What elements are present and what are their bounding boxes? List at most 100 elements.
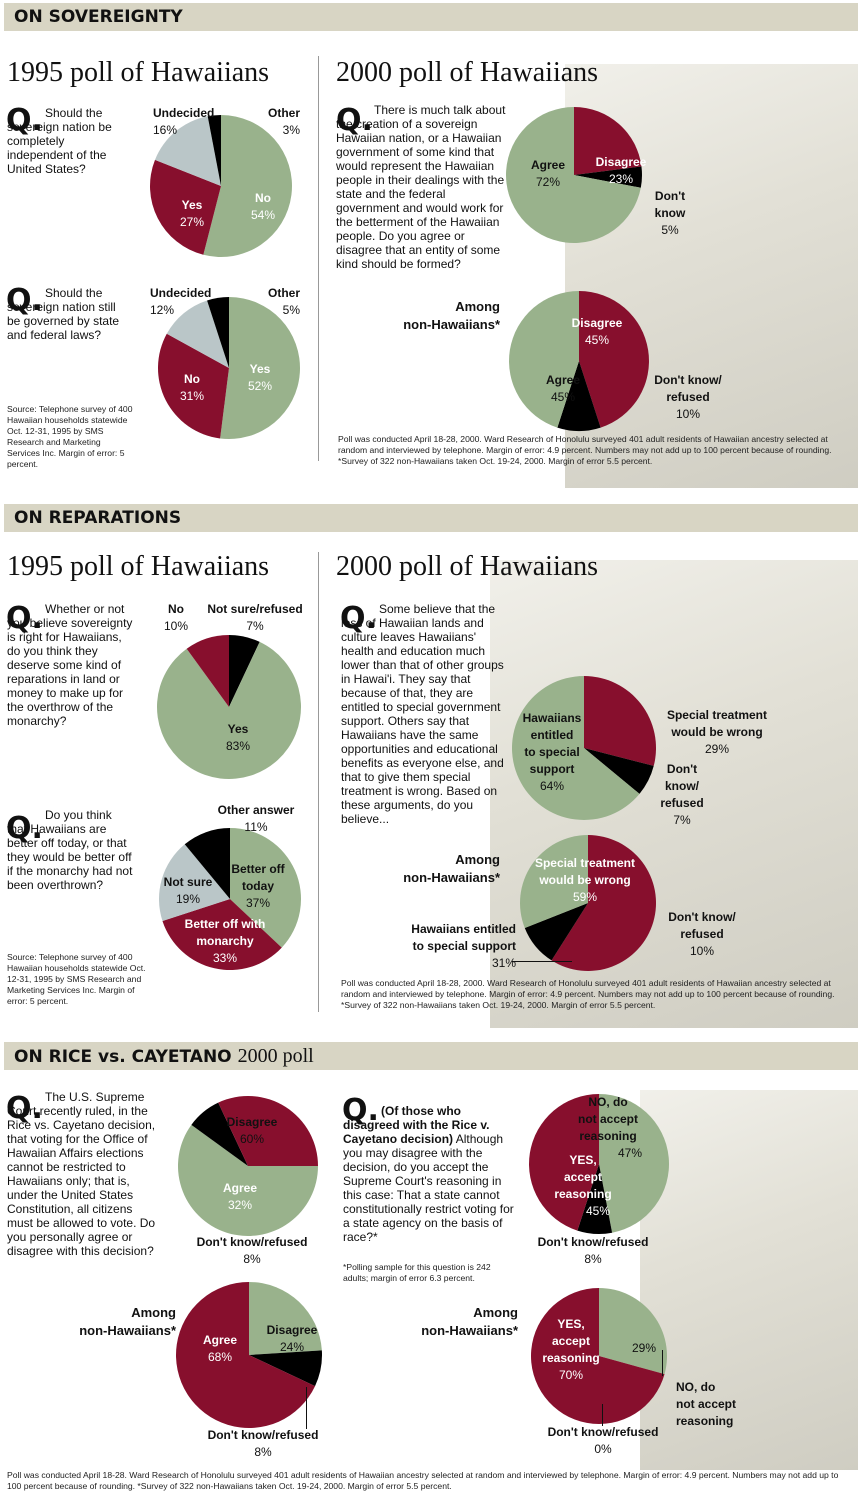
pie-slice-yes: [220, 297, 300, 439]
pie-label: 29%: [631, 1341, 657, 1355]
pie-slice-don-t-know: [574, 166, 642, 188]
pie-chart: [157, 296, 301, 440]
pie-slice-special-treatment-would-be-wrong: [551, 835, 657, 971]
pie-slice-no: [186, 635, 229, 707]
pie-slice-don-t-know-refused: [584, 748, 654, 794]
pie-chart: [508, 290, 650, 432]
pie-label: Agree 45%: [545, 373, 580, 404]
pie-slice-don-t-know-refused: [557, 361, 601, 431]
pie-label: Agree 32%: [222, 1181, 257, 1212]
pie-slice-yes-accept-reasoning: [529, 1094, 599, 1231]
pie-chart: [511, 675, 657, 821]
pie-label: Don't know/refused 8%: [537, 1235, 649, 1266]
question-body: Although you may disagree with the decis…: [343, 1132, 514, 1244]
q-mark: Q.: [342, 1093, 379, 1128]
pie-label: Not sure 19%: [163, 875, 213, 906]
pie-label: No 54%: [250, 191, 276, 222]
question-lead: (Of those who disagreed with the Rice v.…: [343, 1104, 490, 1146]
pie-slice-better-off-today: [230, 828, 302, 948]
pie-svg: [158, 828, 302, 971]
pie-label: No 31%: [179, 372, 205, 403]
source-note: Source: Telephone survey of 400 Hawaiian…: [7, 404, 133, 469]
pie-label: Don't know/refused 8%: [207, 1428, 319, 1459]
pie-slice-agree: [509, 291, 579, 428]
pie-chart: [505, 106, 643, 244]
pie-svg: [529, 1094, 670, 1234]
question-text: Should the sovereign nation be completel…: [7, 106, 112, 176]
pie-label: Yes 27%: [179, 198, 205, 229]
pie-label: Better off today 37%: [231, 862, 285, 910]
pie-label: Don't know/refused 10%: [654, 373, 722, 421]
pie-chart: [175, 1281, 323, 1429]
pie-label: Disagree 60%: [226, 1115, 278, 1146]
pie-slice-undecided: [154, 116, 221, 186]
pie-slice-don-t-know-refused: [249, 1350, 323, 1387]
pie-svg: [175, 1282, 323, 1428]
pie-label: Don't know/refused 8%: [196, 1235, 308, 1266]
pie-label: Yes 52%: [247, 362, 273, 393]
q-mark: Q.: [6, 601, 43, 636]
pie-slice-agree: [175, 1282, 316, 1428]
pie-svg: [157, 635, 302, 779]
pie-label: Agree 68%: [202, 1333, 237, 1364]
pie-slice-yes: [157, 641, 302, 779]
pie-chart: [519, 834, 657, 972]
pie-svg: [511, 676, 657, 820]
q-mark: Q.: [336, 103, 373, 138]
pie-label: Don't know/refused 10%: [668, 910, 736, 958]
question-text: There is much talk about the creation of…: [336, 103, 506, 271]
pie-slice-agree: [218, 1096, 318, 1166]
pie-slice-yes: [150, 159, 221, 255]
heading-1995: 1995 poll of Hawaiians: [7, 551, 270, 582]
question-text: Some believe that the loss of Hawaiian l…: [341, 602, 504, 826]
pie-slice-disagree: [249, 1282, 322, 1355]
pie-slice-no: [158, 333, 229, 439]
pie-label: Hawaiians entitled to special support 31%: [411, 922, 516, 970]
pie-slice-don-t-know-refused: [577, 1164, 613, 1234]
polling-note: *Polling sample for this question is 242…: [343, 1262, 491, 1283]
section-banner-reparations: ON REPARATIONS: [4, 504, 858, 532]
heading-2000: 2000 poll of Hawaiians: [336, 57, 599, 88]
leader-line: [512, 961, 572, 962]
section-banner-sovereignty: ON SOVEREIGNTY: [4, 3, 858, 31]
pie-slice-no: [203, 115, 292, 257]
q-mark: Q.: [340, 601, 377, 636]
pie-svg: [506, 107, 642, 243]
pie-chart: [528, 1093, 670, 1235]
pie-slice-disagree: [579, 291, 649, 428]
column-divider: [318, 552, 319, 1012]
bottom-note: Poll was conducted April 18-28. Ward Res…: [7, 1470, 839, 1491]
pie-label: Yes 83%: [225, 722, 251, 753]
pie-slice-special-treatment-would-be-wrong: [584, 676, 657, 766]
pie-slice-agree: [506, 107, 641, 243]
pie-label: NO, do not accept reasoning: [676, 1380, 737, 1428]
pie-slice-yes-accept-reasoning: [530, 1288, 665, 1424]
question-text: Whether or not you believe sovereignty i…: [7, 602, 133, 728]
column-divider: [318, 56, 319, 461]
pie-chart: [158, 827, 302, 971]
heading-1995: 1995 poll of Hawaiians: [7, 57, 270, 88]
source-note: Source: Telephone survey of 400 Hawaiian…: [7, 952, 146, 1006]
section-banner-rice: ON RICE vs. CAYETANO 2000 poll: [4, 1042, 858, 1070]
pie-label: Undecided 12%: [150, 286, 212, 317]
pie-svg: [520, 835, 657, 971]
poll-note: Poll was conducted April 18-28, 2000. Wa…: [338, 434, 832, 466]
question-text: The U.S. Supreme Court recently ruled, i…: [7, 1090, 156, 1258]
among-label: Among non-Hawaiians*: [403, 299, 500, 332]
pie-label: Special treatment would be wrong 29%: [666, 708, 768, 756]
leader-line: [602, 1404, 603, 1426]
pie-label: Disagree 45%: [571, 316, 623, 347]
pie-svg: [150, 115, 292, 257]
pie-slice-better-off-with-monarchy: [162, 899, 282, 971]
pie-slice-not-sure: [158, 844, 230, 921]
pie-label: Disagree 23%: [595, 155, 647, 186]
q-mark: Q.: [6, 283, 43, 318]
pie-label: Don't know/refused 0%: [547, 1425, 659, 1456]
pie-slice-undecided: [166, 300, 229, 368]
pie-label: Other 3%: [267, 106, 300, 137]
pie-slice-no-do-not-accept-reasoning: [599, 1288, 667, 1375]
pie-label: Better off with monarchy 33%: [184, 917, 266, 965]
pie-svg: [509, 291, 649, 431]
pie-slice-other: [207, 115, 221, 186]
pie-label: Other 5%: [267, 286, 300, 317]
